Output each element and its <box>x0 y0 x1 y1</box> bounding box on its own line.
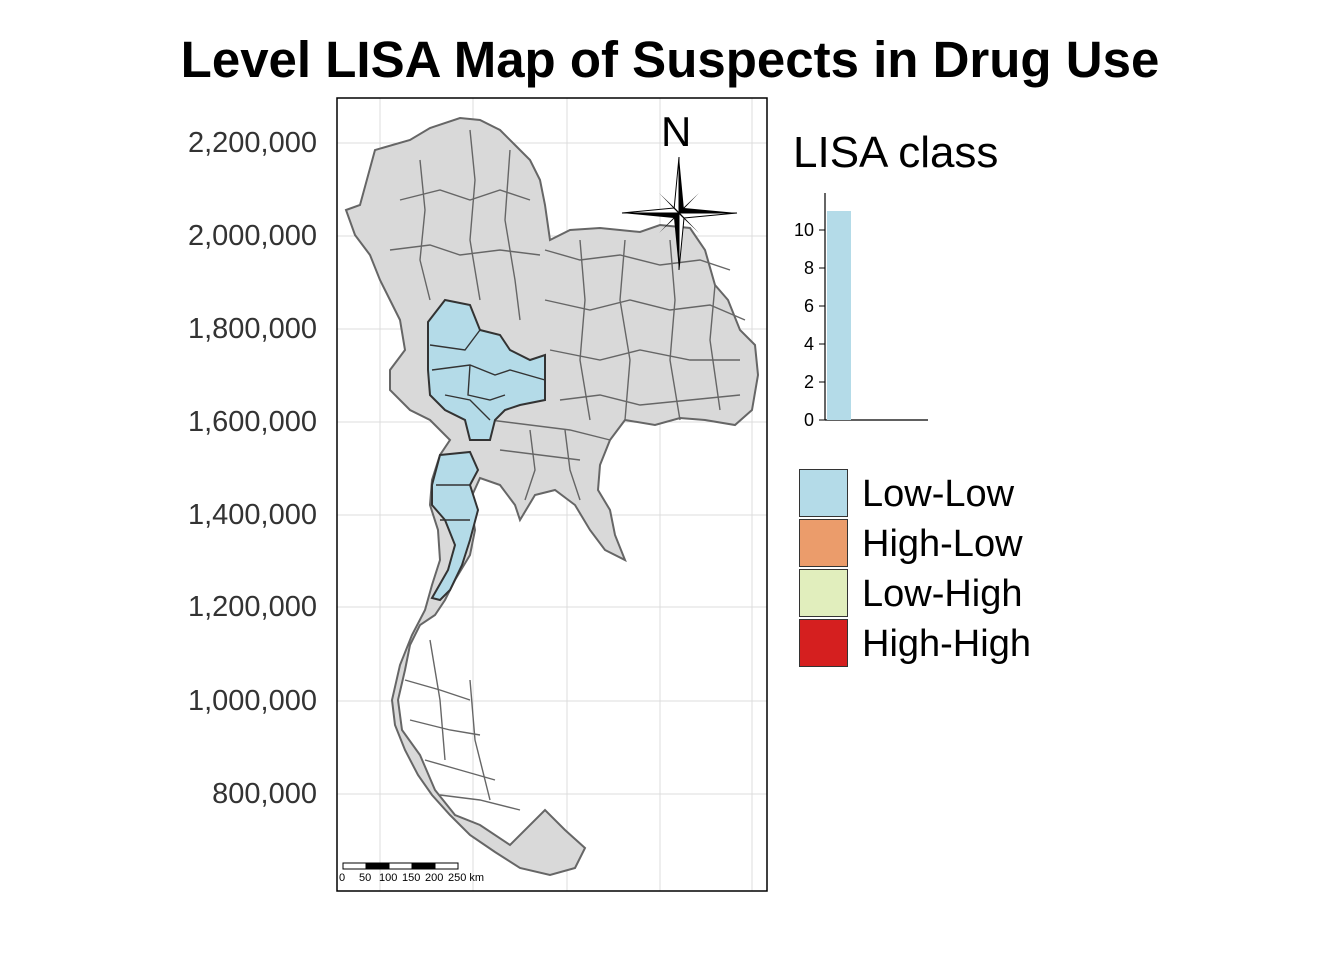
legend-entry-high-high: High-High <box>799 619 1099 669</box>
province-boundaries <box>389 129 746 811</box>
map-title: Level LISA Map of Suspects in Drug Use <box>180 31 1160 88</box>
legend-entry-high-low: High-Low <box>799 519 1099 569</box>
y-tick-label: 1,000,000 <box>187 685 317 717</box>
scale-label: 150 <box>402 872 421 884</box>
legend-entry-low-high: Low-High <box>799 569 1099 619</box>
scale-label: 250 km <box>448 872 485 884</box>
histogram-tick-label: 8 <box>803 258 814 278</box>
map-title-container: Level LISA Map of Suspects in Drug Use <box>172 30 1168 92</box>
legend-title: LISA class <box>793 128 999 177</box>
scale-label: 50 <box>359 872 372 884</box>
histogram-bar-low-low <box>827 211 851 420</box>
y-tick-label: 1,400,000 <box>187 499 317 531</box>
y-tick-label: 1,200,000 <box>187 591 317 623</box>
legend-histogram <box>819 193 928 421</box>
scale-label: 0 <box>339 872 346 884</box>
y-tick-label: 2,000,000 <box>187 220 317 252</box>
legend-swatch <box>799 469 848 517</box>
y-tick-label: 2,200,000 <box>187 127 317 159</box>
map-panel-border <box>336 97 768 892</box>
histogram-tick-label: 10 <box>793 220 814 240</box>
scale-label: 200 <box>425 872 444 884</box>
north-arrow-label: N <box>661 108 692 155</box>
histogram-tick-label: 6 <box>803 296 814 316</box>
legend-label: High-High <box>862 623 1031 665</box>
y-tick-label: 800,000 <box>212 778 317 810</box>
histogram-tick-label: 4 <box>803 334 814 354</box>
legend-entry-low-low: Low-Low <box>799 469 1099 519</box>
legend-swatch <box>799 569 848 617</box>
north-arrow-icon <box>621 156 738 271</box>
legend-swatch <box>799 619 848 667</box>
low-low-cluster-west <box>430 450 480 602</box>
legend-swatch <box>799 519 848 567</box>
scale-bar <box>342 862 459 870</box>
legend-label: Low-High <box>862 573 1023 615</box>
legend-label: High-Low <box>862 523 1023 565</box>
legend-label: Low-Low <box>862 473 1015 515</box>
y-tick-label: 1,600,000 <box>187 406 317 438</box>
low-low-internal-boundaries <box>429 329 546 521</box>
y-tick-label: 1,800,000 <box>187 313 317 345</box>
histogram-tick-label: 0 <box>803 410 814 430</box>
scale-label: 100 <box>379 872 398 884</box>
histogram-tick-label: 2 <box>803 372 814 392</box>
